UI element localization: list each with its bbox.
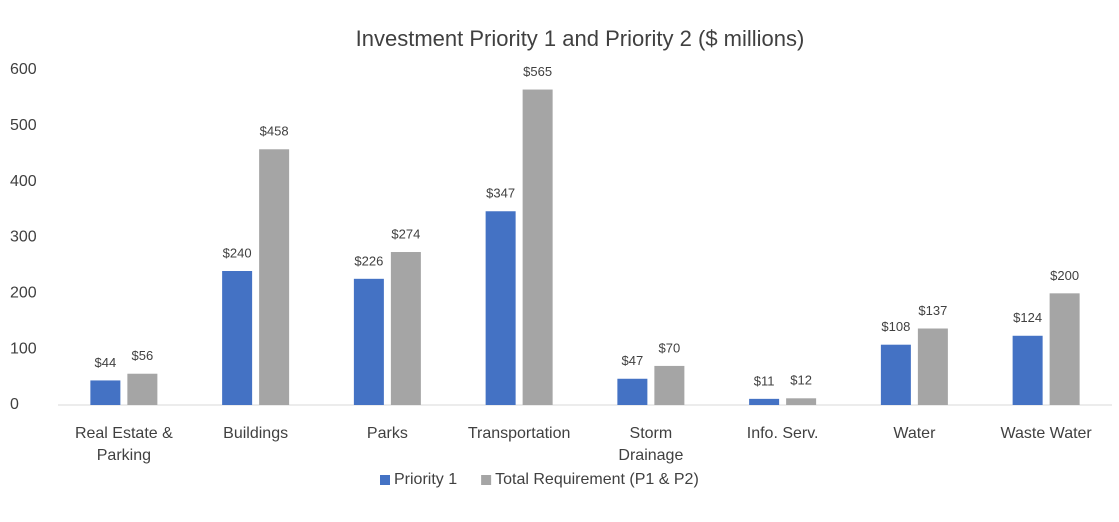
data-label: $347 <box>486 186 515 201</box>
data-label: $70 <box>659 340 681 355</box>
x-tick-label: Water <box>893 425 936 442</box>
legend-label: Priority 1 <box>394 471 457 488</box>
x-tick-label: Storm Drainage <box>618 425 684 464</box>
data-label: $44 <box>95 355 117 370</box>
data-label: $200 <box>1050 268 1079 283</box>
bar <box>485 211 516 405</box>
data-label: $565 <box>523 64 552 79</box>
data-label: $458 <box>260 124 289 139</box>
bar <box>749 398 780 405</box>
bar <box>390 252 421 405</box>
data-label: $124 <box>1013 310 1042 325</box>
legend-swatch <box>481 475 492 485</box>
y-tick-label: 500 <box>10 117 37 134</box>
bar <box>90 380 121 405</box>
bar <box>522 89 553 406</box>
bar <box>880 344 911 405</box>
bar <box>1049 293 1080 405</box>
y-tick-label: 400 <box>10 173 37 190</box>
x-tick-label: Waste Water <box>1000 425 1092 442</box>
data-label: $47 <box>622 353 644 368</box>
x-tick-label: Info. Serv. <box>746 425 819 442</box>
data-label: $240 <box>223 245 252 260</box>
x-tick-label: Parks <box>366 425 408 442</box>
legend-swatch <box>380 475 390 485</box>
x-tick-label: Real Estate & Parking <box>74 425 173 464</box>
chart-title: Investment Priority 1 and Priority 2 ($ … <box>356 26 805 51</box>
data-label: $226 <box>354 253 383 268</box>
y-tick-label: 200 <box>10 285 37 302</box>
data-label: $274 <box>391 226 420 241</box>
x-tick-label: Buildings <box>223 425 289 442</box>
bar <box>127 373 158 405</box>
bar <box>917 328 948 405</box>
data-label: $56 <box>132 348 154 363</box>
x-tick-label: Transportation <box>467 425 571 442</box>
y-tick-label: 0 <box>10 396 19 413</box>
data-label: $11 <box>754 373 775 388</box>
bar <box>654 365 685 405</box>
bar <box>1012 335 1043 405</box>
bar <box>259 149 290 405</box>
data-label: $108 <box>881 319 910 334</box>
y-tick-label: 300 <box>10 229 37 246</box>
y-tick-label: 600 <box>10 61 37 78</box>
y-tick-label: 100 <box>10 340 37 357</box>
bar <box>617 378 648 405</box>
legend-label: Total Requirement (P1 & P2) <box>495 471 699 488</box>
bar <box>353 278 384 405</box>
bar <box>786 398 817 405</box>
data-label: $137 <box>918 303 947 318</box>
bar <box>222 271 253 405</box>
data-label: $12 <box>790 373 812 388</box>
